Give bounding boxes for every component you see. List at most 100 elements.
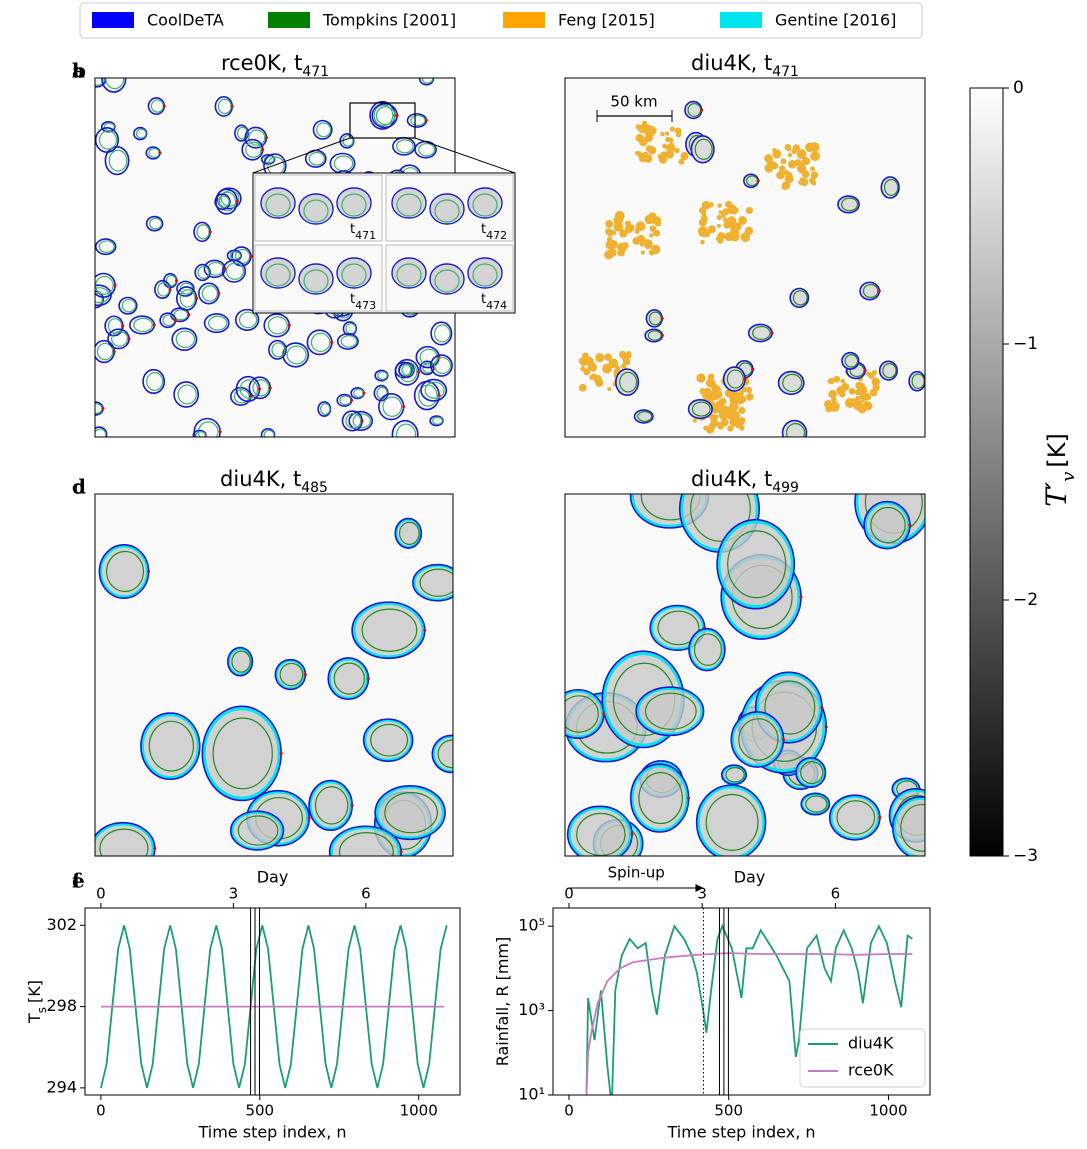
tompkins-edge — [657, 610, 700, 646]
red-speck — [101, 407, 105, 411]
feng-speck — [741, 386, 748, 393]
red-speck — [824, 725, 828, 729]
red-speck — [287, 323, 291, 327]
cloud-core — [717, 519, 795, 609]
x-tick-label: 1000 — [869, 1102, 907, 1120]
feng-speck — [722, 217, 728, 223]
tompkins-edge — [836, 800, 876, 835]
cooldeta-edge — [374, 785, 446, 841]
tompkins-edge — [99, 828, 149, 856]
gentine-edge — [431, 734, 453, 773]
cooldeta-edge — [95, 238, 117, 256]
tompkins-edge — [229, 251, 242, 260]
cloud-core — [375, 785, 446, 840]
feng-speck — [680, 152, 689, 161]
red-speck — [168, 287, 172, 291]
cooldeta-edge — [336, 257, 372, 289]
feng-speck — [707, 225, 716, 234]
map-image — [95, 494, 472, 856]
tompkins-edge — [220, 190, 240, 207]
red-speck — [756, 179, 760, 183]
tompkins-edge — [175, 330, 196, 349]
feng-speck — [786, 171, 793, 178]
cooldeta-edge — [298, 193, 334, 225]
red-speck — [947, 826, 950, 829]
feng-speck — [727, 425, 734, 432]
cooldeta-edge — [234, 308, 260, 331]
feng-speck — [829, 401, 840, 412]
cloud-core — [262, 259, 294, 287]
y-tick-label: 298 — [46, 996, 77, 1015]
tompkins-edge — [800, 761, 824, 785]
tompkins-edge — [121, 298, 137, 313]
tompkins-edge — [433, 357, 452, 375]
feng-speck — [611, 230, 617, 235]
red-speck — [743, 377, 747, 381]
cooldeta-edge — [467, 257, 503, 289]
tompkins-edge — [177, 384, 197, 405]
tompkins-edge — [396, 193, 422, 217]
colorbar — [969, 87, 1004, 857]
tompkins-edge — [265, 193, 291, 217]
cloud-core — [393, 259, 425, 287]
tompkins-edge — [95, 78, 105, 86]
feng-speck — [840, 378, 845, 384]
feng-speck — [787, 152, 793, 158]
map-frame — [564, 77, 926, 438]
gentine-edge — [95, 822, 155, 856]
tompkins-edge — [424, 381, 445, 399]
cooldeta-edge — [635, 686, 705, 737]
feng-speck — [665, 131, 670, 136]
cooldeta-edge — [394, 517, 423, 549]
panel-title: diu4K, t485 — [220, 467, 328, 496]
feng-speck — [871, 377, 880, 387]
map-image — [565, 494, 950, 856]
y-tick-label: 10⁵ — [518, 916, 545, 935]
red-speck — [469, 752, 472, 755]
feng-speck — [602, 363, 612, 374]
x2-tick-label: 6 — [831, 885, 841, 903]
feng-speck — [828, 390, 837, 399]
feng-speck — [855, 395, 861, 401]
cooldeta-edge — [362, 718, 414, 763]
cloud-core — [300, 195, 332, 223]
colorbar-tick-label: −1 — [1013, 334, 1038, 354]
tompkins-edge — [320, 403, 331, 415]
tompkins-edge — [841, 197, 859, 212]
feng-speck — [863, 401, 873, 411]
legend-swatch — [503, 12, 545, 28]
tompkins-edge — [373, 104, 394, 127]
cooldeta-edge — [142, 368, 166, 395]
feng-speck — [635, 124, 641, 130]
tompkins-edge — [338, 832, 394, 856]
cooldeta-edge — [140, 712, 201, 781]
tompkins-edge — [310, 332, 331, 353]
red-speck — [153, 847, 157, 851]
feng-speck — [635, 150, 640, 156]
tompkins-edge — [316, 122, 332, 138]
red-speck — [877, 289, 881, 293]
tompkins-edge — [432, 416, 443, 425]
gentine-edge — [202, 707, 281, 800]
feng-speck — [778, 165, 786, 172]
cooldeta-edge — [721, 764, 748, 786]
feng-speck — [710, 382, 717, 389]
feng-speck — [738, 390, 744, 397]
gentine-edge — [375, 785, 445, 840]
tompkins-edge — [98, 240, 115, 254]
tompkins-edge — [900, 803, 925, 852]
gentine-edge — [140, 713, 200, 780]
tompkins-edge — [870, 506, 906, 544]
tompkins-edge — [725, 767, 745, 783]
cooldeta-edge — [203, 313, 230, 334]
feng-speck — [810, 171, 819, 179]
tompkins-edge — [98, 130, 118, 150]
tompkins-edge — [882, 363, 897, 379]
red-speck — [261, 148, 265, 152]
feng-speck — [698, 218, 707, 227]
tompkins-edge — [111, 331, 129, 347]
feng-speck — [638, 152, 649, 163]
panel-letter: c — [72, 475, 84, 499]
tompkins-edge — [694, 138, 713, 160]
cloud-core — [393, 189, 425, 217]
